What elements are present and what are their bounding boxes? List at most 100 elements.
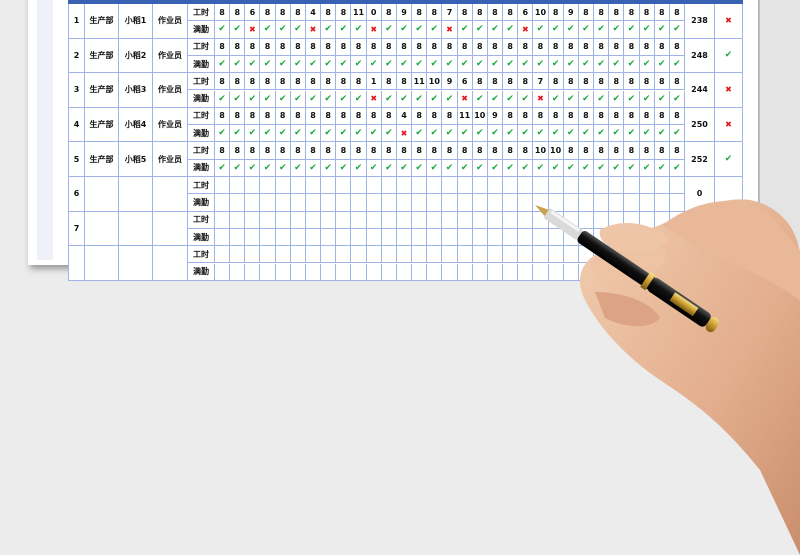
day-attendance-cell[interactable] bbox=[381, 194, 397, 212]
day-hours-cell[interactable]: 10 bbox=[533, 142, 549, 160]
day-attendance-cell[interactable]: ✔ bbox=[503, 159, 519, 177]
day-attendance-cell[interactable] bbox=[594, 263, 610, 281]
day-attendance-cell[interactable]: ✔ bbox=[230, 21, 246, 39]
day-attendance-cell[interactable]: ✔ bbox=[533, 55, 549, 74]
day-attendance-cell[interactable]: ✔ bbox=[578, 55, 595, 74]
day-attendance-cell[interactable]: ✔ bbox=[245, 55, 261, 74]
day-attendance-cell[interactable] bbox=[533, 228, 549, 247]
day-hours-cell[interactable] bbox=[290, 177, 306, 195]
day-hours-cell[interactable]: 8 bbox=[396, 38, 413, 56]
day-attendance-cell[interactable]: ✔ bbox=[563, 159, 579, 177]
day-attendance-cell[interactable]: ✔ bbox=[487, 90, 504, 108]
day-hours-cell[interactable]: 8 bbox=[654, 107, 670, 126]
day-attendance-cell[interactable] bbox=[609, 228, 625, 247]
day-hours-cell[interactable] bbox=[457, 246, 473, 264]
day-hours-cell[interactable] bbox=[563, 177, 579, 195]
day-hours-cell[interactable] bbox=[487, 246, 504, 264]
day-attendance-cell[interactable]: ✔ bbox=[275, 55, 291, 74]
day-hours-cell[interactable] bbox=[260, 211, 276, 229]
day-hours-cell[interactable] bbox=[624, 211, 640, 229]
day-hours-cell[interactable]: 9 bbox=[563, 4, 579, 22]
day-hours-cell[interactable]: 8 bbox=[275, 107, 291, 126]
day-attendance-cell[interactable]: ✔ bbox=[669, 55, 685, 74]
day-attendance-cell[interactable] bbox=[669, 263, 685, 281]
day-hours-cell[interactable]: 8 bbox=[654, 142, 670, 160]
day-attendance-cell[interactable]: ✔ bbox=[669, 159, 685, 177]
day-hours-cell[interactable]: 8 bbox=[548, 4, 564, 22]
day-attendance-cell[interactable]: ✔ bbox=[518, 125, 534, 143]
day-hours-cell[interactable]: 11 bbox=[351, 4, 367, 22]
day-attendance-cell[interactable] bbox=[563, 194, 579, 212]
day-hours-cell[interactable]: 8 bbox=[533, 38, 549, 56]
day-hours-cell[interactable]: 8 bbox=[563, 38, 579, 56]
day-hours-cell[interactable]: 8 bbox=[624, 4, 640, 22]
day-hours-cell[interactable]: 8 bbox=[594, 73, 610, 91]
day-attendance-cell[interactable] bbox=[548, 228, 564, 247]
employee-number[interactable]: 5 bbox=[68, 142, 85, 177]
day-hours-cell[interactable] bbox=[457, 177, 473, 195]
day-attendance-cell[interactable]: ✔ bbox=[609, 125, 625, 143]
day-attendance-cell[interactable]: ✔ bbox=[396, 21, 413, 39]
day-hours-cell[interactable] bbox=[215, 246, 231, 264]
day-attendance-cell[interactable] bbox=[442, 263, 458, 281]
day-attendance-cell[interactable]: ✔ bbox=[654, 55, 670, 74]
day-hours-cell[interactable] bbox=[275, 211, 291, 229]
day-attendance-cell[interactable]: ✔ bbox=[427, 55, 443, 74]
employee-number[interactable] bbox=[68, 246, 85, 281]
day-attendance-cell[interactable]: ✔ bbox=[548, 55, 564, 74]
day-attendance-cell[interactable]: ✔ bbox=[230, 55, 246, 74]
day-hours-cell[interactable] bbox=[412, 177, 428, 195]
day-attendance-cell[interactable]: ✔ bbox=[548, 90, 564, 108]
day-attendance-cell[interactable] bbox=[366, 228, 382, 247]
day-hours-cell[interactable]: 8 bbox=[336, 73, 352, 91]
day-hours-cell[interactable]: 8 bbox=[427, 38, 443, 56]
employee-role[interactable]: 作业员 bbox=[153, 38, 188, 74]
day-attendance-cell[interactable] bbox=[563, 263, 579, 281]
day-hours-cell[interactable] bbox=[290, 211, 306, 229]
day-hours-cell[interactable]: 8 bbox=[669, 142, 685, 160]
day-hours-cell[interactable]: 8 bbox=[548, 73, 564, 91]
day-attendance-cell[interactable]: ✔ bbox=[609, 159, 625, 177]
day-attendance-cell[interactable]: ✔ bbox=[669, 125, 685, 143]
day-hours-cell[interactable]: 8 bbox=[472, 4, 488, 22]
day-hours-cell[interactable]: 8 bbox=[381, 107, 397, 126]
day-hours-cell[interactable] bbox=[548, 177, 564, 195]
day-hours-cell[interactable]: 0 bbox=[366, 4, 382, 22]
day-hours-cell[interactable]: 8 bbox=[381, 73, 397, 91]
employee-name[interactable]: 小稻3 bbox=[119, 73, 153, 108]
day-attendance-cell[interactable]: ✔ bbox=[487, 159, 504, 177]
day-attendance-cell[interactable] bbox=[427, 263, 443, 281]
day-hours-cell[interactable]: 8 bbox=[669, 4, 685, 22]
day-attendance-cell[interactable]: ✔ bbox=[412, 55, 428, 74]
department[interactable] bbox=[85, 246, 119, 281]
day-attendance-cell[interactable]: ✔ bbox=[654, 159, 670, 177]
day-hours-cell[interactable] bbox=[381, 177, 397, 195]
day-hours-cell[interactable] bbox=[578, 177, 595, 195]
day-attendance-cell[interactable]: ✔ bbox=[578, 125, 595, 143]
day-hours-cell[interactable]: 8 bbox=[624, 142, 640, 160]
day-attendance-cell[interactable]: ✔ bbox=[305, 90, 322, 108]
day-attendance-cell[interactable] bbox=[518, 228, 534, 247]
day-hours-cell[interactable] bbox=[487, 211, 504, 229]
day-attendance-cell[interactable]: ✔ bbox=[563, 125, 579, 143]
day-hours-cell[interactable]: 6 bbox=[518, 4, 534, 22]
day-attendance-cell[interactable]: ✔ bbox=[624, 159, 640, 177]
day-hours-cell[interactable]: 8 bbox=[290, 142, 306, 160]
day-hours-cell[interactable]: 8 bbox=[594, 4, 610, 22]
day-hours-cell[interactable]: 8 bbox=[366, 38, 382, 56]
day-hours-cell[interactable]: 8 bbox=[563, 107, 579, 126]
day-attendance-cell[interactable]: ✖ bbox=[457, 90, 473, 108]
day-attendance-cell[interactable]: ✔ bbox=[548, 159, 564, 177]
day-attendance-cell[interactable]: ✔ bbox=[563, 21, 579, 39]
day-attendance-cell[interactable] bbox=[275, 263, 291, 281]
total-hours[interactable]: 0 bbox=[685, 177, 715, 212]
day-hours-cell[interactable]: 8 bbox=[609, 38, 625, 56]
day-attendance-cell[interactable]: ✔ bbox=[366, 159, 382, 177]
day-hours-cell[interactable] bbox=[366, 177, 382, 195]
day-hours-cell[interactable] bbox=[351, 211, 367, 229]
department[interactable]: 生产部 bbox=[85, 107, 119, 143]
day-attendance-cell[interactable]: ✔ bbox=[381, 90, 397, 108]
day-hours-cell[interactable] bbox=[351, 246, 367, 264]
day-attendance-cell[interactable] bbox=[609, 263, 625, 281]
day-attendance-cell[interactable] bbox=[609, 194, 625, 212]
